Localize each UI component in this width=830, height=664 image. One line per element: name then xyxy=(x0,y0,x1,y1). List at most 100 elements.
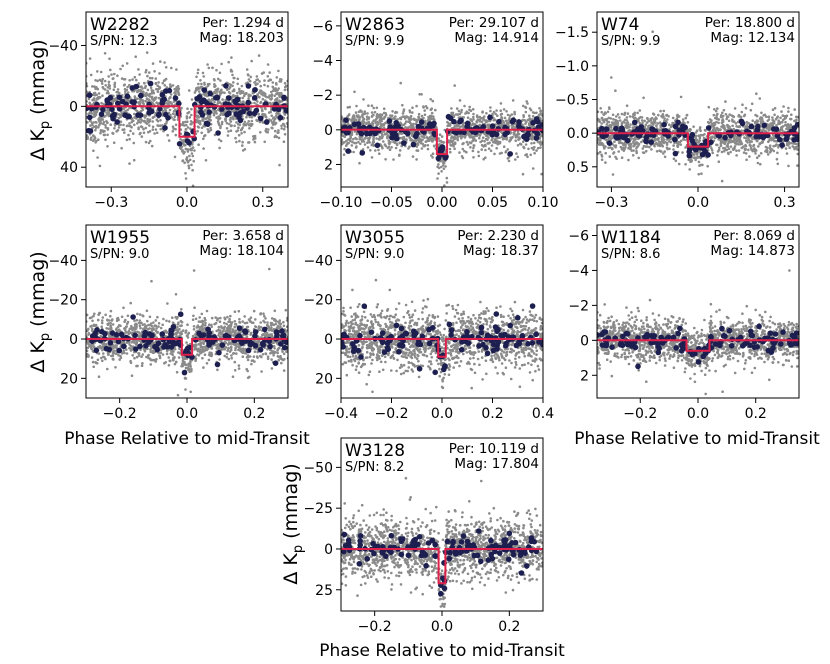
raw-point xyxy=(539,117,542,120)
binned-point xyxy=(236,114,242,120)
raw-point xyxy=(771,118,774,122)
raw-point xyxy=(740,142,744,145)
raw-point xyxy=(784,120,787,124)
binned-point xyxy=(223,83,229,89)
raw-point xyxy=(417,112,421,116)
raw-point xyxy=(154,77,158,80)
raw-point xyxy=(262,71,266,74)
raw-point xyxy=(609,117,613,120)
raw-point xyxy=(540,133,543,136)
raw-point xyxy=(697,134,700,137)
raw-point xyxy=(736,120,740,124)
raw-point xyxy=(184,172,187,175)
raw-point xyxy=(187,160,190,163)
raw-point xyxy=(412,139,416,143)
raw-point xyxy=(669,125,673,129)
binned-point xyxy=(246,110,253,117)
raw-point xyxy=(785,114,789,118)
binned-point xyxy=(116,94,123,100)
raw-point xyxy=(275,92,278,96)
raw-point xyxy=(780,128,784,131)
raw-point xyxy=(136,122,139,125)
raw-point xyxy=(159,124,162,127)
raw-point xyxy=(261,91,265,94)
raw-point xyxy=(771,108,775,111)
binned-point xyxy=(283,107,288,114)
raw-point xyxy=(378,137,381,141)
raw-point xyxy=(755,119,759,122)
raw-point xyxy=(451,113,454,116)
raw-point xyxy=(468,141,472,144)
raw-point xyxy=(723,142,727,145)
raw-point xyxy=(602,113,606,116)
binned-point xyxy=(196,94,203,100)
raw-point xyxy=(380,113,384,116)
x-tick-label: 0.10 xyxy=(527,195,558,211)
raw-point xyxy=(535,149,538,152)
raw-point xyxy=(524,105,527,109)
raw-point xyxy=(448,147,452,151)
raw-point xyxy=(384,144,388,148)
raw-point xyxy=(638,109,642,112)
raw-point xyxy=(740,110,744,114)
raw-point xyxy=(104,84,107,87)
raw-point xyxy=(272,119,276,123)
raw-point xyxy=(441,164,445,167)
raw-point xyxy=(518,142,522,146)
raw-point xyxy=(162,79,166,82)
raw-point xyxy=(665,143,669,146)
raw-point xyxy=(241,96,245,100)
raw-point xyxy=(193,149,196,152)
raw-point xyxy=(498,152,502,155)
raw-point xyxy=(128,137,131,141)
raw-point xyxy=(650,116,654,120)
panel-period: Per: 29.107 d xyxy=(449,15,539,31)
raw-point xyxy=(648,145,651,149)
raw-point xyxy=(460,110,463,114)
raw-point xyxy=(207,130,210,134)
raw-point xyxy=(768,144,772,147)
raw-point xyxy=(269,101,272,105)
raw-point xyxy=(133,75,137,79)
binned-point xyxy=(525,131,531,138)
raw-point xyxy=(261,97,265,101)
raw-point xyxy=(407,117,411,120)
raw-point xyxy=(100,116,103,120)
raw-point xyxy=(267,111,271,114)
raw-point xyxy=(644,149,648,153)
binned-point xyxy=(160,97,166,104)
plot-area xyxy=(86,12,288,222)
x-tick-label: −0.3 xyxy=(94,195,128,211)
raw-point xyxy=(649,119,653,122)
binned-point xyxy=(111,111,117,118)
raw-point xyxy=(506,148,510,151)
raw-point xyxy=(600,153,603,157)
raw-point xyxy=(123,87,127,91)
raw-point xyxy=(720,150,724,154)
raw-point xyxy=(628,125,631,129)
raw-point xyxy=(248,79,252,83)
y-tick-label: 40 xyxy=(60,160,78,176)
raw-point xyxy=(387,139,391,142)
raw-point xyxy=(258,80,261,83)
raw-point xyxy=(415,145,419,148)
binned-point xyxy=(355,121,362,127)
raw-point xyxy=(409,114,413,118)
raw-point xyxy=(249,124,253,128)
raw-point xyxy=(509,136,512,140)
binned-point xyxy=(464,123,471,130)
raw-point xyxy=(168,83,172,86)
raw-point xyxy=(97,126,100,129)
raw-point xyxy=(382,117,386,120)
binned-point xyxy=(489,131,496,138)
raw-point xyxy=(257,95,261,99)
raw-point xyxy=(526,102,529,105)
raw-point xyxy=(367,104,370,107)
raw-point xyxy=(235,121,238,124)
raw-point xyxy=(202,219,205,222)
raw-point xyxy=(368,141,372,144)
raw-point xyxy=(403,122,407,125)
raw-point xyxy=(148,118,152,121)
raw-point xyxy=(775,116,779,119)
raw-point xyxy=(749,108,753,112)
